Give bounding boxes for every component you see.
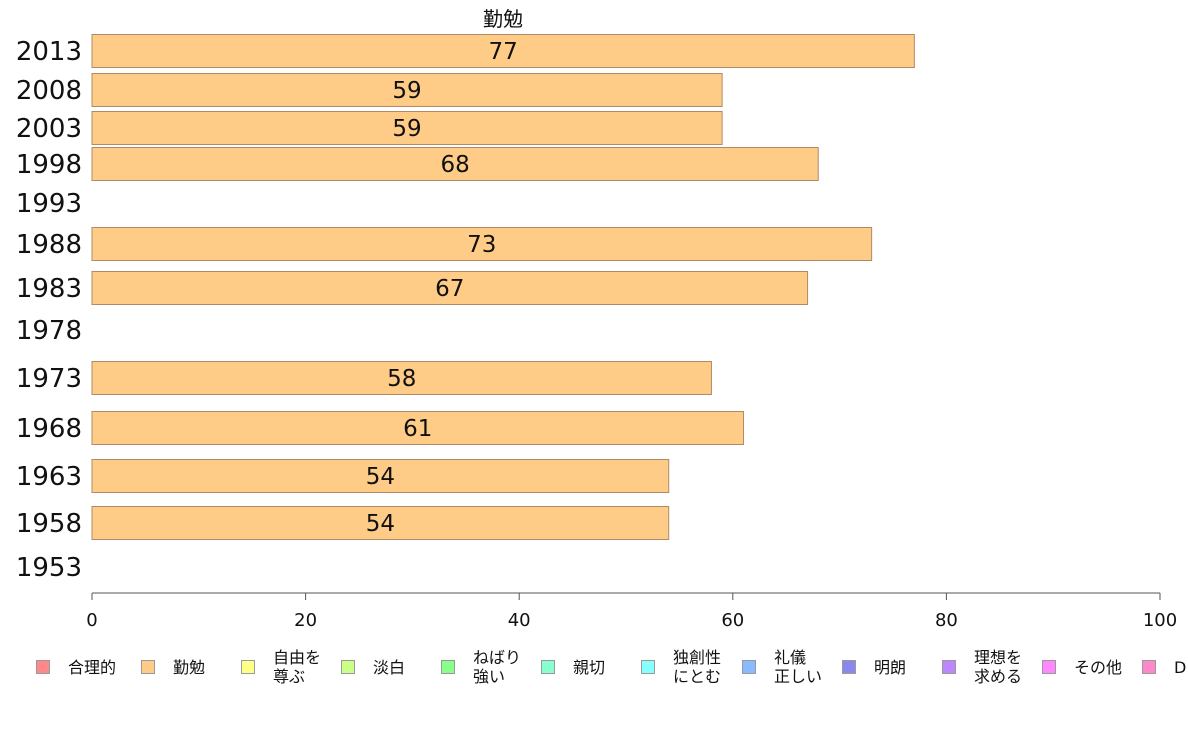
y-tick-label: 1983 — [16, 274, 82, 304]
legend-swatch — [241, 660, 255, 674]
y-tick-label: 1968 — [16, 414, 82, 444]
bar — [91, 411, 744, 445]
legend-swatch — [641, 660, 655, 674]
legend-label: 独創性 にとむ — [673, 648, 722, 686]
y-tick-label: 1978 — [16, 316, 82, 346]
legend-item: 勤勉 — [141, 642, 205, 692]
legend-label: 合理的 — [68, 657, 117, 677]
legend-label: 自由を 尊ぶ — [273, 648, 322, 686]
bar-value-label: 54 — [366, 464, 395, 490]
bar — [91, 271, 809, 305]
legend-item: 親切 — [541, 642, 605, 692]
legend-item: 理想を 求める — [942, 642, 1022, 692]
y-tick-label: 1963 — [16, 462, 82, 492]
bar-value-label: 54 — [366, 511, 395, 537]
bar-value-label: 58 — [387, 366, 416, 392]
y-tick-label: 1998 — [16, 150, 82, 180]
bar-value-label: 59 — [392, 116, 421, 142]
bar-value-label: 59 — [392, 78, 421, 104]
y-tick-label: 1993 — [16, 189, 82, 219]
bar — [91, 73, 723, 107]
bar-value-label: 77 — [489, 39, 518, 65]
legend-swatch — [341, 660, 355, 674]
bar — [91, 361, 712, 395]
legend-item: その他 — [1042, 642, 1122, 692]
y-tick-label: 1973 — [16, 364, 82, 394]
legend-item: 合理的 — [36, 642, 116, 692]
x-tick-label: 100 — [1143, 610, 1177, 631]
legend-label: 明朗 — [874, 657, 907, 677]
y-tick-label: 2013 — [16, 37, 82, 67]
bar — [91, 147, 819, 181]
bar-chart-svg: 勤勉 2013 77 2008 59 2003 59 1998 68 1993 1988 73 1983… — [16, 7, 1177, 631]
bar — [91, 459, 670, 493]
legend-swatch — [1142, 660, 1156, 674]
legend-item: 淡白 — [341, 642, 405, 692]
bar-value-label: 61 — [403, 416, 432, 442]
bar-value-label: 73 — [467, 232, 496, 258]
legend-label: その他 — [1074, 657, 1123, 677]
bar — [91, 111, 723, 145]
legend-swatch — [942, 660, 956, 674]
legend-label: 理想を 求める — [974, 648, 1023, 686]
x-tick-label: 20 — [294, 610, 317, 631]
legend-item: 自由を 尊ぶ — [241, 642, 321, 692]
y-tick-label: 2003 — [16, 114, 82, 144]
x-tick-label: 0 — [86, 610, 97, 631]
legend-item: 独創性 にとむ — [641, 642, 721, 692]
x-tick-label: 60 — [721, 610, 744, 631]
bar — [91, 34, 915, 68]
legend-item: D — [1142, 642, 1186, 692]
legend-swatch — [1042, 660, 1056, 674]
y-tick-label: 1953 — [16, 553, 82, 583]
x-tick-label: 80 — [935, 610, 958, 631]
legend-label: 礼儀 正しい — [774, 648, 823, 686]
bar — [91, 506, 670, 540]
legend-label: 勤勉 — [173, 657, 206, 677]
legend-swatch — [141, 660, 155, 674]
legend: 合理的 勤勉 自由を 尊ぶ 淡白 ねばり 強い 親切 独創性 にとむ 礼儀 正しい 明朗 理想を … — [36, 642, 1186, 692]
legend-swatch — [541, 660, 555, 674]
legend-item: 明朗 — [842, 642, 906, 692]
legend-item: 礼儀 正しい — [742, 642, 822, 692]
legend-label: ねばり 強い — [473, 648, 522, 686]
y-tick-label: 2008 — [16, 76, 82, 106]
legend-swatch — [742, 660, 756, 674]
x-tick-label: 40 — [508, 610, 531, 631]
legend-swatch — [36, 660, 50, 674]
bar — [91, 227, 873, 261]
legend-label: D — [1174, 657, 1186, 677]
bar-value-label: 67 — [435, 276, 464, 302]
legend-item: ねばり 強い — [441, 642, 521, 692]
y-tick-label: 1958 — [16, 509, 82, 539]
legend-swatch — [441, 660, 455, 674]
bar-value-label: 68 — [440, 152, 469, 178]
y-tick-label: 1988 — [16, 230, 82, 260]
chart-title: 勤勉 — [483, 7, 523, 31]
legend-swatch — [842, 660, 856, 674]
legend-label: 親切 — [573, 657, 606, 677]
legend-label: 淡白 — [373, 657, 406, 677]
